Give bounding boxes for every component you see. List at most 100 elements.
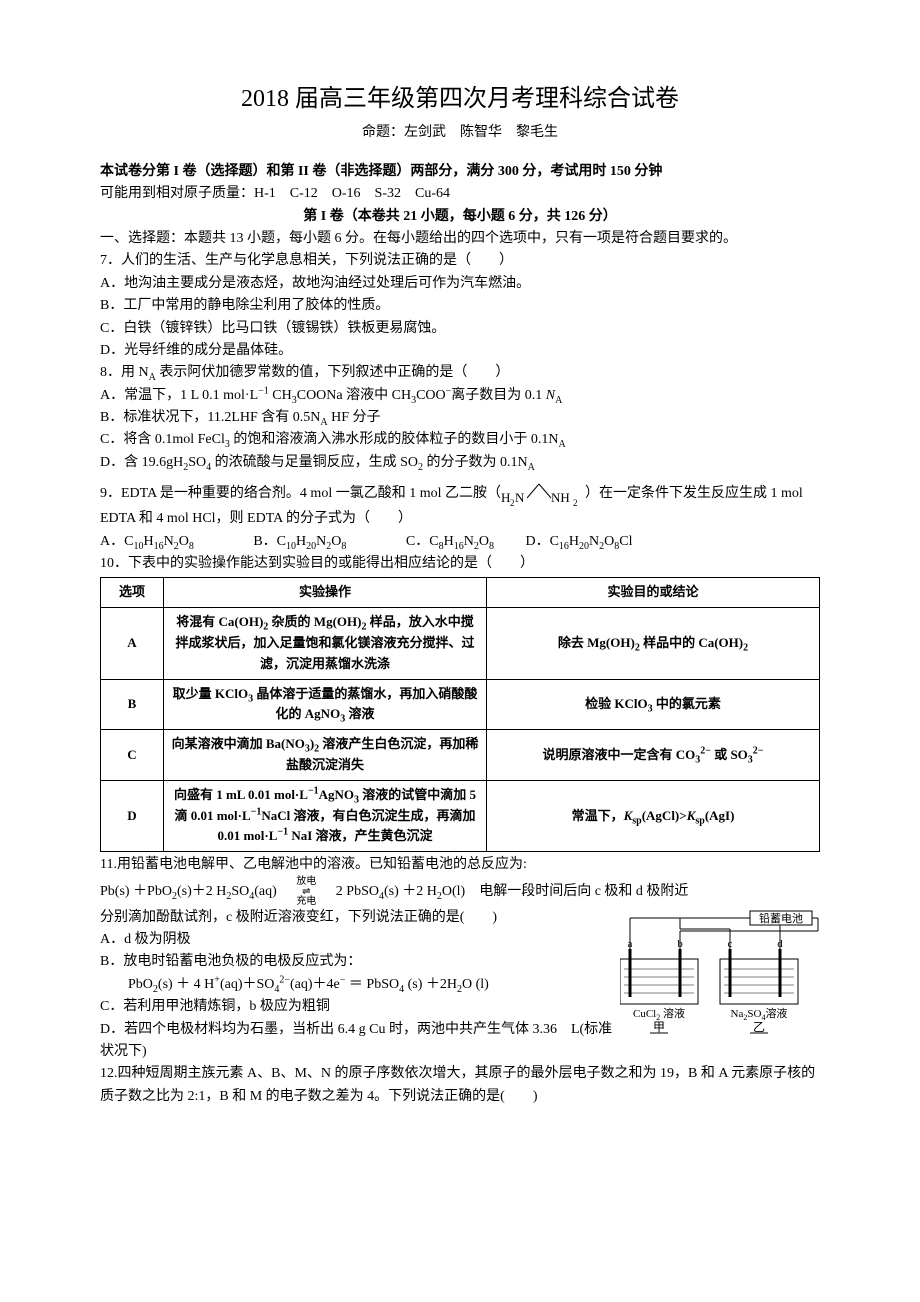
t: (aq)＋SO	[220, 977, 274, 992]
t: 说明原溶液中一定含有 CO	[542, 747, 695, 762]
battery-label: 铅蓄电池	[759, 911, 803, 925]
t: O	[479, 534, 489, 549]
header-line1: 本试卷分第 I 卷（选择题）和第 II 卷（非选择题）两部分，满分 300 分，…	[100, 161, 820, 183]
text: A．常温下，1 L 0.1 mol·L	[100, 388, 258, 403]
t: N	[316, 534, 326, 549]
sup: −1	[277, 827, 288, 838]
q12-stem: 12.四种短周期主族元素 A、B、M、N 的原子序数依次增大，其原子的最外层电子…	[100, 1063, 820, 1108]
cell-opt: A	[101, 608, 164, 679]
t: Cl	[619, 534, 632, 549]
t: 杂质的 Mg(OH)	[268, 614, 361, 629]
sup: −1	[251, 806, 262, 817]
text: COONa 溶液中 CH	[297, 388, 411, 403]
t: PbO	[100, 977, 153, 992]
text: N	[546, 388, 555, 403]
sub: 16	[454, 540, 464, 551]
q7-stem: 7．人们的生活、生产与化学息息相关，下列说法正确的是（ ）	[100, 250, 820, 272]
electrode-c: c	[728, 938, 733, 950]
q8-A: A．常温下，1 L 0.1 mol·L−1 CH3COONa 溶液中 CH3CO…	[100, 385, 820, 407]
cell-conc: 说明原溶液中一定含有 CO32− 或 SO32−	[487, 730, 820, 781]
t: (AgCl)>	[642, 808, 687, 823]
cell1-label-b: 溶液	[660, 1006, 685, 1020]
cell2-name: 乙	[753, 1020, 765, 1034]
q8-B: B．标准状况下，11.2LHF 含有 0.5NA HF 分子	[100, 407, 820, 429]
t: C．C	[406, 534, 439, 549]
cell-opt: C	[101, 730, 164, 781]
q8-C: C．将含 0.1mol FeCl3 的饱和溶液滴入沸水形成的胶体粒子的数目小于 …	[100, 429, 820, 451]
t: 溶液产生白色沉淀，再加稀盐酸沉淀消失	[286, 736, 478, 772]
charge-label: 充电	[296, 896, 316, 907]
cell-opt: D	[101, 780, 164, 851]
t: H	[143, 534, 153, 549]
sub: 2	[743, 643, 748, 654]
sup: 2−	[700, 745, 711, 756]
th-option: 选项	[101, 578, 164, 608]
text: D．含 19.6gH	[100, 455, 183, 470]
sub: 8	[489, 540, 494, 551]
t: N	[164, 534, 174, 549]
cell-conc: 检验 KClO3 中的氯元素	[487, 679, 820, 730]
cell2-label-c: 溶液	[765, 1006, 787, 1020]
t: 检验 KClO	[585, 696, 647, 711]
t: 溶液	[345, 706, 374, 721]
text: 表示阿伏加德罗常数的值，下列叙述中正确的是（ ）	[156, 365, 510, 380]
t: 常温下，	[572, 808, 624, 823]
t: O	[331, 534, 341, 549]
q7-A: A．地沟油主要成分是液态烃，故地沟油经过处理后可作为汽车燃油。	[100, 273, 820, 295]
t: O	[179, 534, 189, 549]
svg-text:2: 2	[510, 498, 515, 508]
q11-stem: 11.用铅蓄电池电解甲、乙电解池中的溶液。已知铅蓄电池的总反应为:	[100, 854, 820, 876]
sub: 8	[341, 540, 346, 551]
cell-op: 向某溶液中滴加 Ba(NO3)2 溶液产生白色沉淀，再加稀盐酸沉淀消失	[164, 730, 487, 781]
cell2-label-a: Na	[731, 1008, 744, 1020]
q10-stem: 10．下表中的实验操作能达到实验目的或能得出相应结论的是（ ）	[100, 553, 820, 575]
q9-C: C．C8H16N2O8	[406, 534, 494, 549]
cell-op: 取少量 KClO3 晶体溶于适量的蒸馏水，再加入硝酸酸化的 AgNO3 溶液	[164, 679, 487, 730]
text: C．将含 0.1mol FeCl	[100, 432, 225, 447]
t: AgNO	[319, 787, 354, 802]
t: 向盛有 1 mL 0.01 mol·L	[174, 787, 308, 802]
t: O(l) 电解一段时间后向 c 极和 d 极附近	[442, 884, 689, 899]
sup: 2−	[753, 745, 764, 756]
cell-conc: 除去 Mg(OH)2 样品中的 Ca(OH)2	[487, 608, 820, 679]
ethylenediamine-structure: H 2 N NH 2	[501, 480, 585, 508]
table-row: C 向某溶液中滴加 Ba(NO3)2 溶液产生白色沉淀，再加稀盐酸沉淀消失 说明…	[101, 730, 820, 781]
table-row: A 将混有 Ca(OH)2 杂质的 Mg(OH)2 样品，放入水中搅拌成浆状后，…	[101, 608, 820, 679]
sub: A	[558, 439, 565, 450]
t: 2 PbSO	[322, 884, 379, 899]
page-title: 2018 届高三年级第四次月考理科综合试卷	[100, 80, 820, 118]
t: K	[624, 808, 633, 823]
t: NaI 溶液，产生黄色沉淀	[288, 828, 432, 843]
t: O	[604, 534, 614, 549]
header-line2: 可能用到相对原子质量：H-1 C-12 O-16 S-32 Cu-64	[100, 183, 820, 205]
t: 向某溶液中滴加 Ba(NO	[172, 736, 305, 751]
svg-text:2: 2	[573, 498, 578, 508]
q10-table: 选项 实验操作 实验目的或结论 A 将混有 Ca(OH)2 杂质的 Mg(OH)…	[100, 577, 820, 852]
sub: A	[149, 372, 156, 383]
svg-text:N: N	[515, 490, 525, 505]
t: D．C	[525, 534, 558, 549]
q7-D: D．光导纤维的成分是晶体硅。	[100, 340, 820, 362]
electrode-a: a	[628, 938, 633, 950]
sub: sp	[632, 815, 641, 826]
sub: 20	[579, 540, 589, 551]
equilibrium-arrows: 放电⇌ 充电	[296, 877, 316, 907]
sub: A	[555, 394, 562, 405]
text: B．标准状况下，11.2LHF 含有 0.5N	[100, 410, 320, 425]
text: CH	[269, 388, 292, 403]
text: 的饱和溶液滴入沸水形成的胶体粒子的数目小于 0.1N	[230, 432, 559, 447]
t: H	[296, 534, 306, 549]
sup: −1	[308, 785, 319, 796]
sub: A	[320, 417, 327, 428]
t: B．C	[253, 534, 286, 549]
t: 样品中的 Ca(OH)	[640, 635, 743, 650]
cell-op: 向盛有 1 mL 0.01 mol·L−1AgNO3 溶液的试管中滴加 5 滴 …	[164, 780, 487, 851]
sub: 20	[306, 540, 316, 551]
table-header-row: 选项 实验操作 实验目的或结论	[101, 578, 820, 608]
text: SO	[188, 455, 206, 470]
svg-text:H: H	[501, 490, 510, 505]
sub: A	[528, 462, 535, 473]
t: (aq)	[254, 884, 291, 899]
t: Pb(s) ＋PbO	[100, 884, 172, 899]
t: 除去 Mg(OH)	[558, 635, 635, 650]
